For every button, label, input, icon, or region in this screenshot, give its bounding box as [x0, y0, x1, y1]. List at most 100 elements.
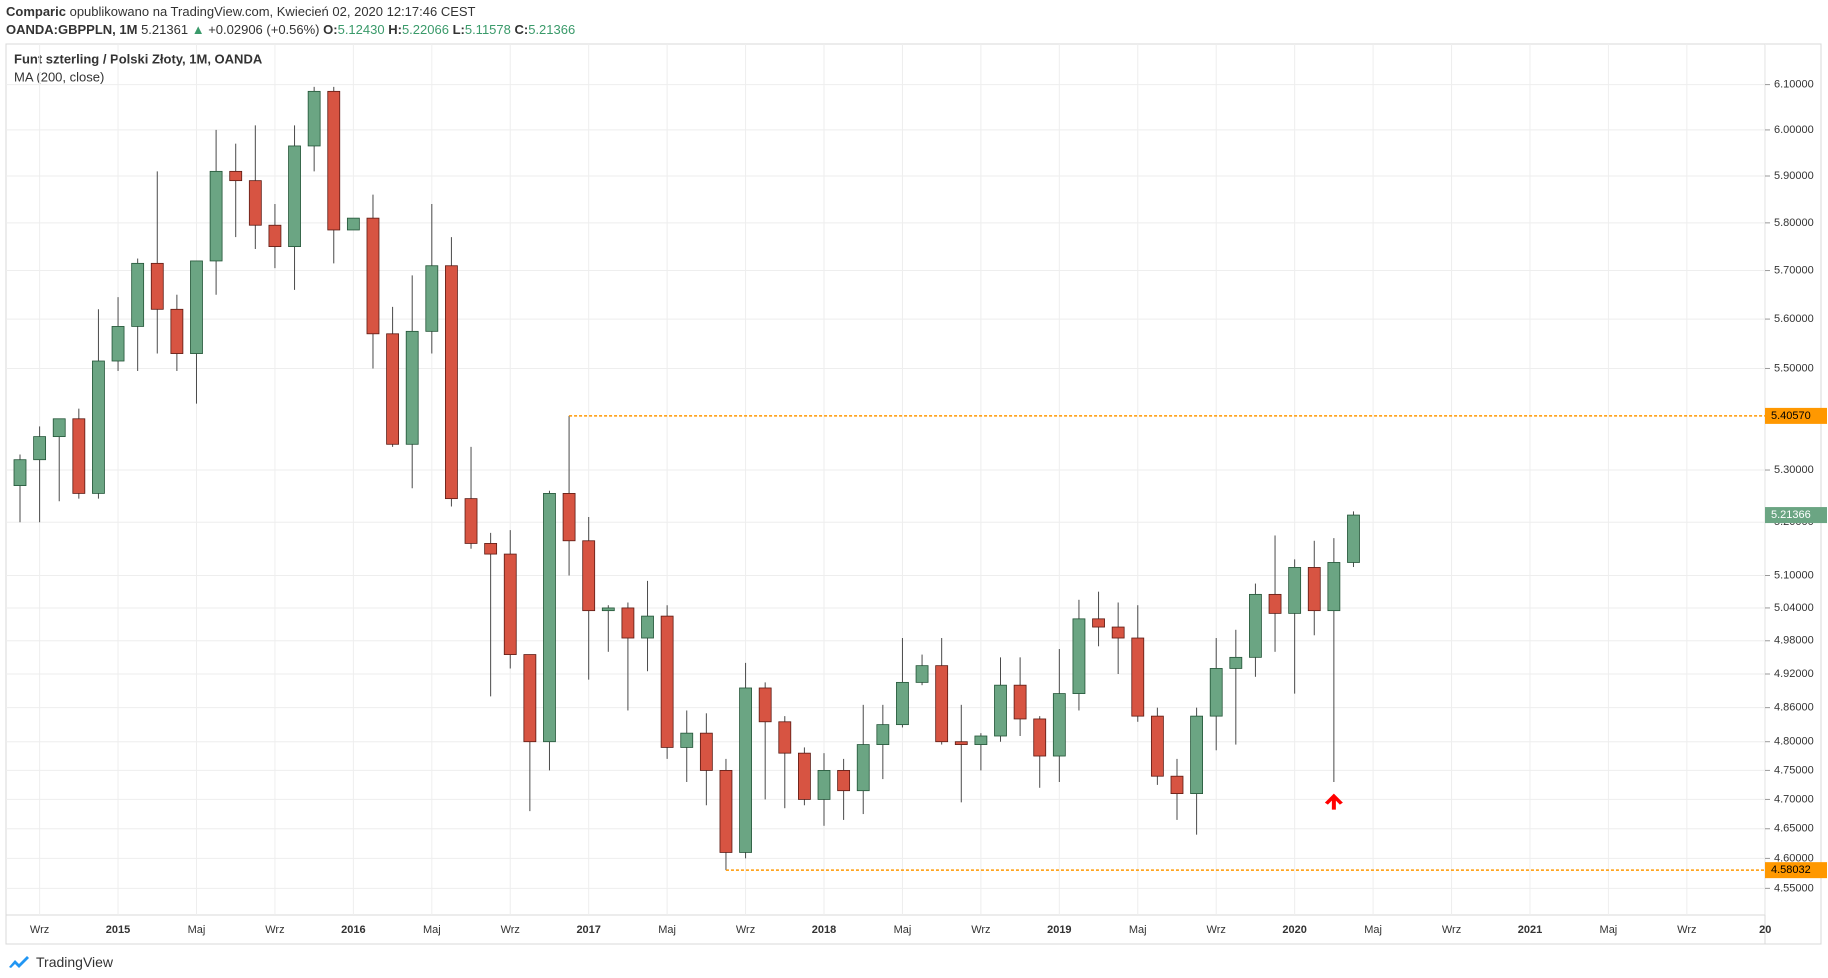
chart-frame	[5, 43, 1822, 945]
candle-body	[111, 326, 125, 362]
candle-body	[425, 265, 439, 332]
header-line: OANDA:GBPPLN, 1M 5.21361 ▲ +0.02906 (+0.…	[6, 21, 575, 39]
x-tick-label: Maj	[423, 924, 441, 936]
ohlc-value: 5.12430	[337, 22, 385, 37]
candle-body	[1072, 618, 1086, 694]
candle-body	[92, 360, 105, 494]
candle-body	[229, 170, 243, 182]
y-tick-label: 5.30000	[1774, 464, 1814, 476]
candle-body	[856, 744, 870, 792]
candle-body	[680, 732, 694, 748]
y-tick-label: 4.80000	[1774, 736, 1814, 748]
y-tick-label: 5.60000	[1774, 313, 1814, 325]
x-tick-label: Wrz	[1677, 924, 1696, 936]
y-tick-label: 4.92000	[1774, 668, 1814, 680]
x-tick-label: Maj	[1600, 924, 1618, 936]
y-tick-label: 5.70000	[1774, 264, 1814, 276]
candle-body	[307, 90, 321, 147]
x-tick-label: 2020	[1282, 924, 1306, 936]
last-price: 5.21361	[141, 22, 189, 37]
candle-body	[719, 770, 733, 853]
candle-body	[484, 543, 498, 555]
x-tick-label: 2018	[812, 924, 836, 936]
candle-body	[543, 493, 556, 743]
x-tick-label: Wrz	[501, 924, 520, 936]
y-tick-label: 4.86000	[1774, 702, 1814, 714]
x-tick-label: 2017	[576, 924, 600, 936]
x-tick-label: Wrz	[736, 924, 755, 936]
candle-body	[1249, 593, 1262, 658]
candle-body	[778, 721, 792, 754]
candle-body	[1347, 514, 1360, 563]
symbol: OANDA:GBPPLN, 1M	[6, 22, 138, 37]
x-tick-label: 2019	[1047, 924, 1071, 936]
candle-body	[1092, 618, 1105, 628]
candle-body	[994, 684, 1007, 737]
ohlc-value: 5.11578	[464, 22, 511, 37]
candle-body	[641, 615, 654, 639]
candle-body	[699, 732, 713, 771]
x-tick-label: Maj	[894, 924, 912, 936]
candle-body	[660, 615, 674, 748]
x-tick-label: Maj	[1364, 924, 1382, 936]
candle-body	[1033, 718, 1047, 757]
candle-body	[1307, 567, 1321, 612]
y-tick-label: 6.10000	[1774, 79, 1814, 91]
ohlc-value: 5.21366	[528, 22, 576, 37]
change-arrow: ▲	[191, 22, 205, 37]
candle-body	[327, 90, 341, 231]
x-tick-label: Wrz	[265, 924, 284, 936]
x-tick-label: Wrz	[1442, 924, 1461, 936]
candle-body	[288, 145, 301, 248]
brand-icon	[9, 956, 29, 968]
x-tick-label: 2016	[341, 924, 365, 936]
published: opublikowano na TradingView.com, Kwiecie…	[69, 4, 476, 19]
candle-body	[248, 180, 262, 226]
y-tick-label: 5.10000	[1774, 569, 1814, 581]
x-tick-label: Maj	[658, 924, 676, 936]
x-tick-label: Maj	[1129, 924, 1147, 936]
candle-body	[503, 553, 517, 655]
candle-body	[523, 654, 537, 743]
candle-body	[1288, 567, 1302, 614]
y-tick-label: 4.65000	[1774, 823, 1814, 835]
chart-title: Funt szterling / Polski Złoty, 1M, OANDA	[14, 51, 263, 66]
y-tick-label: 4.55000	[1774, 882, 1814, 894]
header: Comparic opublikowano na TradingView.com…	[6, 3, 575, 39]
candle-body	[1013, 684, 1027, 720]
x-tick-label: Wrz	[1207, 924, 1226, 936]
candle-body	[346, 217, 360, 231]
candle-body	[150, 262, 164, 310]
candle-body	[1190, 715, 1203, 795]
y-tick-label: 5.50000	[1774, 362, 1814, 374]
candle-body	[582, 540, 596, 612]
y-tick-label: 4.70000	[1774, 793, 1814, 805]
y-tick-label: 5.90000	[1774, 170, 1814, 182]
x-tick-label: 2015	[106, 924, 130, 936]
ohlc-value: 5.22066	[401, 22, 449, 37]
candle-body	[562, 493, 576, 542]
x-tick-label: Wrz	[30, 924, 49, 936]
author: Comparic	[6, 4, 66, 19]
arrow-marker	[1324, 793, 1343, 810]
candle-body	[896, 681, 909, 726]
candle-body	[52, 418, 66, 438]
last-price-label: 5.21366	[1771, 509, 1811, 521]
candle-body	[1131, 637, 1145, 717]
change: +0.02906 (+0.56%)	[208, 22, 320, 37]
candle-body	[131, 262, 145, 327]
x-tick-label: Maj	[188, 924, 206, 936]
x-tick-label: 2021	[1518, 924, 1542, 936]
candle-body	[1209, 668, 1223, 717]
price-tag	[1765, 862, 1827, 879]
candle-body	[268, 224, 282, 248]
price-tag	[1765, 407, 1827, 424]
candle-body	[974, 735, 988, 745]
candle-body	[1268, 593, 1282, 614]
candle-body	[1052, 693, 1066, 757]
candle-body	[209, 170, 223, 262]
candle-body	[445, 265, 458, 500]
price-tag-label: 4.58032	[1771, 864, 1811, 876]
